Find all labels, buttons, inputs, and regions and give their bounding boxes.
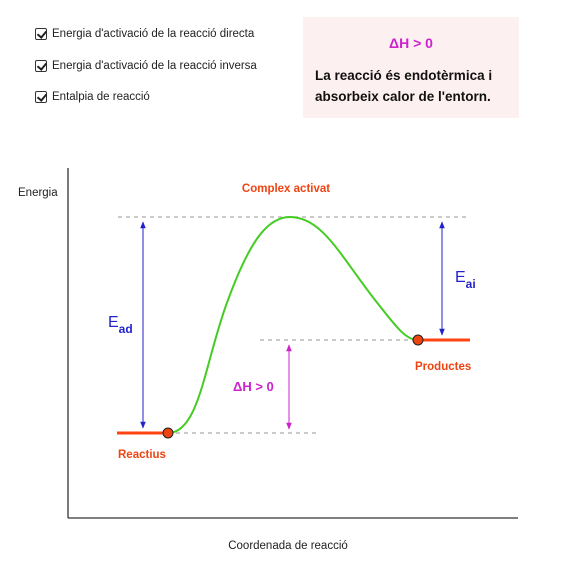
ea-inverse-label: Eai bbox=[455, 269, 476, 291]
x-axis-label: Coordenada de reacció bbox=[228, 540, 348, 552]
checkbox-enthalpy[interactable]: Entalpia de reacció bbox=[35, 89, 150, 105]
checkbox-ea-direct[interactable]: Energia d'activació de la reacció direct… bbox=[35, 26, 254, 42]
ea-direct-label-sub: ad bbox=[119, 322, 133, 336]
checkbox-enthalpy-label: Entalpia de reacció bbox=[52, 91, 150, 103]
info-panel: ΔH > 0 La reacció és endotèrmica i absor… bbox=[303, 17, 519, 118]
checkbox-ea-direct-box[interactable] bbox=[35, 28, 47, 40]
reactants-label: Reactius bbox=[118, 449, 166, 461]
products-label: Productes bbox=[415, 361, 471, 373]
peak-label: Complex activat bbox=[242, 183, 330, 195]
ea-direct-label-main: E bbox=[108, 314, 119, 331]
reaction-curve bbox=[167, 215, 419, 434]
ea-direct-label: Ead bbox=[108, 314, 133, 336]
checkbox-ea-direct-label: Energia d'activació de la reacció direct… bbox=[52, 28, 255, 40]
y-axis-label: Energia bbox=[18, 187, 58, 199]
checkbox-ea-inverse[interactable]: Energia d'activació de la reacció invers… bbox=[35, 58, 257, 74]
info-text: La reacció és endotèrmica i absorbeix ca… bbox=[315, 68, 493, 104]
checkbox-ea-inverse-label: Energia d'activació de la reacció invers… bbox=[52, 60, 257, 72]
ea-inverse-label-sub: ai bbox=[466, 277, 476, 291]
checkbox-enthalpy-box[interactable] bbox=[35, 91, 47, 103]
info-title: ΔH > 0 bbox=[389, 35, 433, 51]
delta-h-label: ΔH > 0 bbox=[233, 379, 274, 394]
products-point[interactable] bbox=[412, 334, 424, 346]
reactants-point[interactable] bbox=[162, 427, 174, 439]
ea-inverse-label-main: E bbox=[455, 269, 466, 286]
checkbox-ea-inverse-box[interactable] bbox=[35, 60, 47, 72]
